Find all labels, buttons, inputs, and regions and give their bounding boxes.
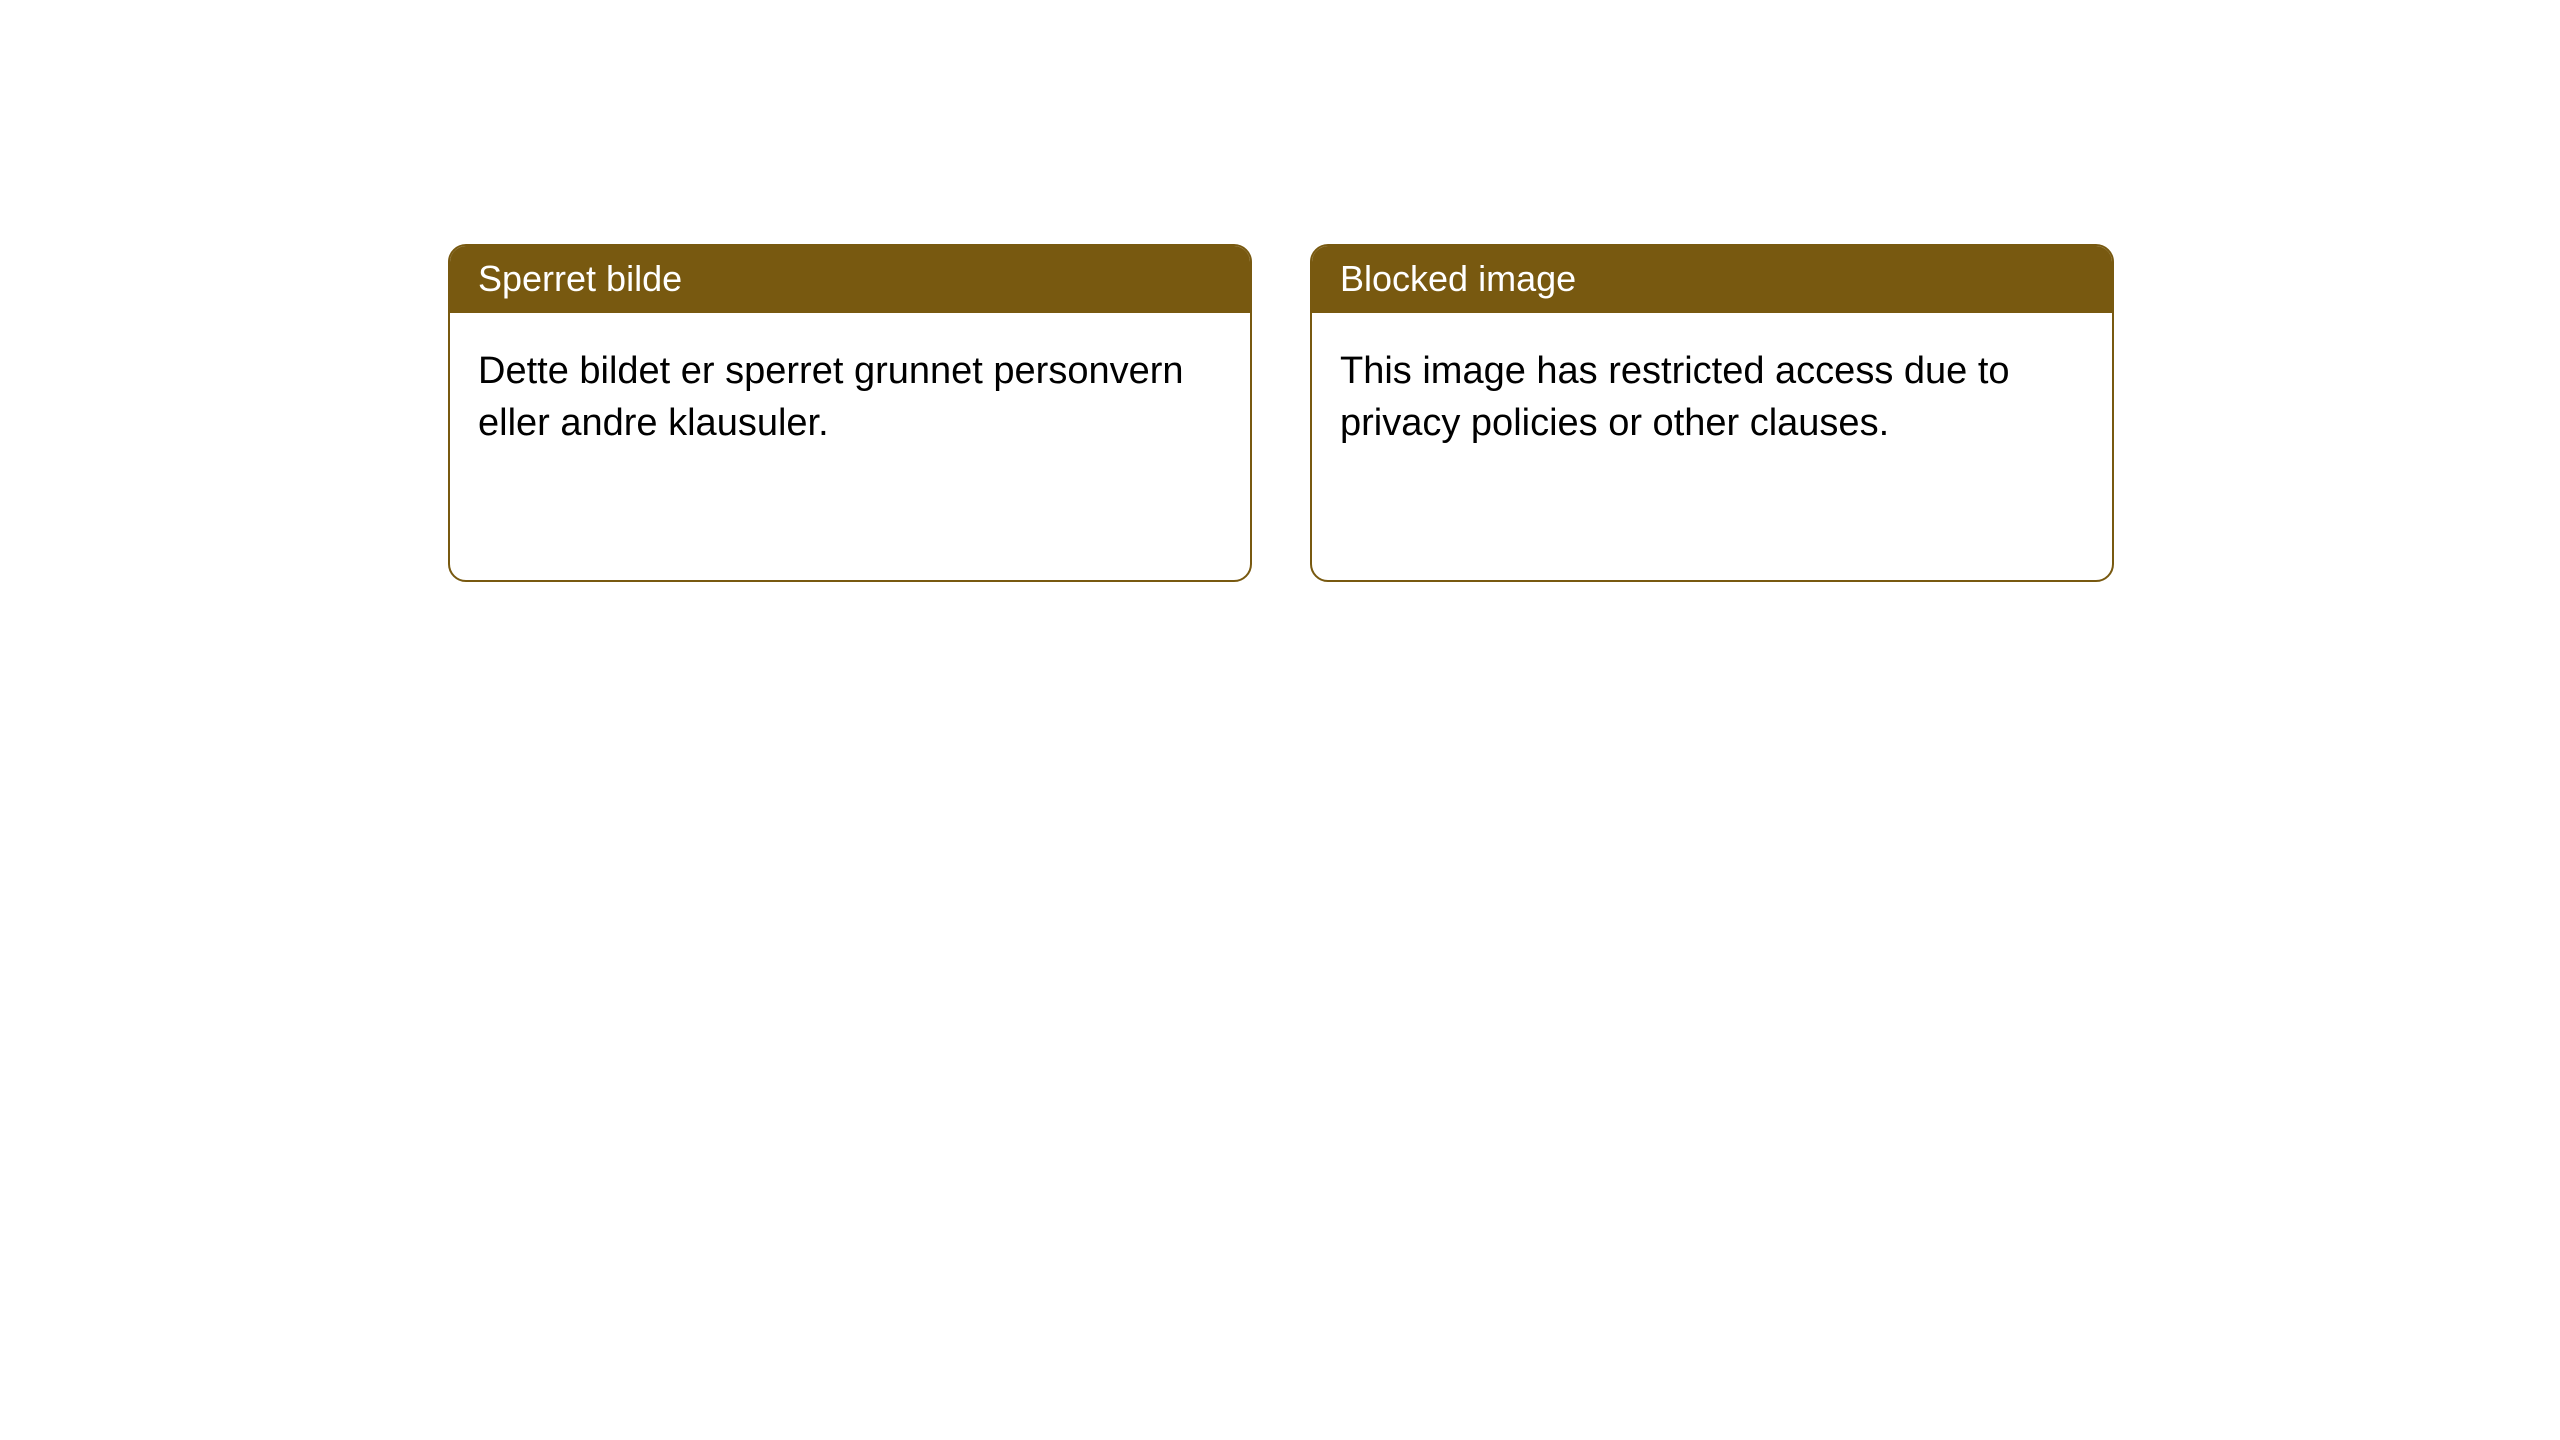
card-body: This image has restricted access due to … [1312, 313, 2112, 482]
card-header: Sperret bilde [450, 246, 1250, 313]
card-title: Sperret bilde [478, 258, 682, 299]
card-norwegian: Sperret bilde Dette bildet er sperret gr… [448, 244, 1252, 582]
cards-container: Sperret bilde Dette bildet er sperret gr… [448, 244, 2114, 582]
card-body-text: This image has restricted access due to … [1340, 350, 2010, 444]
card-header: Blocked image [1312, 246, 2112, 313]
card-english: Blocked image This image has restricted … [1310, 244, 2114, 582]
card-body: Dette bildet er sperret grunnet personve… [450, 313, 1250, 482]
card-body-text: Dette bildet er sperret grunnet personve… [478, 350, 1184, 444]
card-title: Blocked image [1340, 258, 1576, 299]
